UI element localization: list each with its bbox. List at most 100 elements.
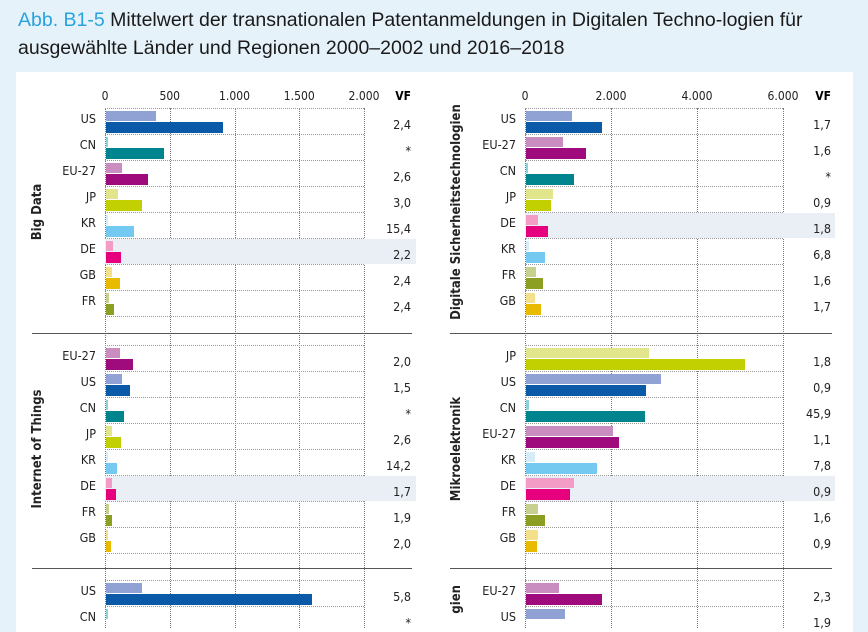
bar-2000-2002 [526,374,661,384]
x-tick-label: 1.500 [283,89,315,103]
bar-2000-2002 [106,530,109,540]
bar-2016-2018 [526,541,537,552]
bar-2016-2018 [106,489,117,500]
highlight-row-band [525,476,835,501]
bar-2000-2002 [106,293,110,303]
vf-value: 1,6 [813,273,831,288]
bar-2016-2018 [526,148,587,159]
category-label: EU-27 [482,426,516,441]
x-tick-label: 2.000 [595,89,627,103]
row-gridline [105,160,364,161]
bar-2000-2002 [106,241,113,251]
bar-2000-2002 [106,163,123,173]
vf-column-header: VF [815,89,831,103]
row-gridline [105,606,364,607]
x-gridline [783,108,784,628]
highlight-row-band [105,476,416,501]
row-gridline [525,264,783,265]
row-gridline [105,553,364,554]
vf-value: 1,5 [393,380,411,395]
bar-2000-2002 [106,504,109,514]
bar-2016-2018 [526,226,548,237]
row-gridline [525,449,783,450]
row-gridline [525,580,783,581]
row-gridline [105,345,364,346]
category-label: CN [79,609,96,624]
vf-value: 0,9 [813,380,831,395]
category-label: US [80,374,96,389]
row-gridline [105,108,364,109]
bar-2016-2018 [106,148,165,159]
category-label: EU-27 [482,137,516,152]
bar-2016-2018 [106,541,111,552]
figure-title: Abb. B1-5 Mittelwert der transnationalen… [18,6,858,62]
vf-column-header: VF [395,89,411,103]
bar-2000-2002 [526,426,613,436]
bar-2000-2002 [106,267,113,277]
row-gridline [105,212,364,213]
row-gridline [525,475,783,476]
vf-value: * [405,615,411,630]
bar-2016-2018 [106,359,134,370]
section-separator [32,333,412,334]
category-label: KR [500,241,516,256]
category-label: US [500,111,516,126]
row-gridline [105,449,364,450]
vf-value: 1,8 [813,354,831,369]
category-label: US [500,609,516,624]
bar-2000-2002 [106,189,119,199]
bar-2016-2018 [526,489,570,500]
row-gridline [525,397,783,398]
bar-2000-2002 [106,374,123,384]
category-label: DE [80,478,96,493]
bar-2000-2002 [526,163,528,173]
bar-2016-2018 [526,359,746,370]
bar-2016-2018 [106,463,117,474]
vf-value: 1,7 [393,484,411,499]
bar-2016-2018 [106,594,313,605]
category-label: JP [505,348,516,363]
category-label: GB [499,293,516,308]
vf-value: 3,0 [393,195,411,210]
bar-2000-2002 [106,215,108,225]
bar-2016-2018 [526,122,603,133]
category-label: GB [499,530,516,545]
category-label: JP [85,426,96,441]
x-tick-label: 4.000 [681,89,713,103]
bar-2000-2002 [106,400,108,410]
row-gridline [525,212,783,213]
category-label: KR [500,452,516,467]
bar-2016-2018 [106,278,121,289]
category-label: US [500,374,516,389]
figure-title-text: Mittelwert der transnationalen Patentanm… [18,9,803,59]
bar-2016-2018 [106,304,115,315]
bar-2000-2002 [526,111,572,121]
vf-value: 1,8 [813,221,831,236]
chart-panel: 0 500 1.000 1.500 2.000 VF Big Data US 2,4 CN * EU-… [16,72,853,632]
category-label: KR [80,452,96,467]
highlight-row-band [525,213,835,238]
bar-2016-2018 [106,411,124,422]
vf-value: 1,6 [813,510,831,525]
category-label: EU-27 [62,163,96,178]
bar-2016-2018 [526,385,646,396]
bar-2016-2018 [526,437,619,448]
bar-2000-2002 [106,111,156,121]
x-gridline [525,108,526,628]
vf-value: 45,9 [805,406,831,421]
vf-value: 14,2 [385,458,411,473]
vf-value: 1,1 [813,432,831,447]
bar-2016-2018 [106,226,135,237]
category-label: FR [501,504,516,519]
vf-value: * [825,169,831,184]
bar-2000-2002 [526,241,529,251]
x-tick-label: 500 [159,89,181,103]
bar-2016-2018 [526,174,574,185]
section-separator [32,568,412,569]
bar-2000-2002 [106,583,142,593]
category-label: US [80,111,96,126]
highlight-row-band [105,239,416,264]
row-gridline [105,186,364,187]
bar-2016-2018 [526,515,545,526]
row-gridline [525,371,783,372]
